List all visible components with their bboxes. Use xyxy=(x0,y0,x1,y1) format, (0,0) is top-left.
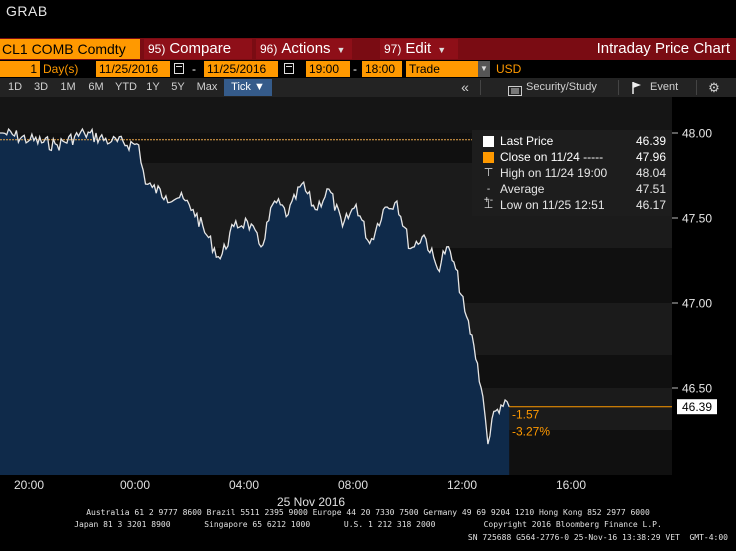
y-tick-label: 47.00 xyxy=(682,297,712,311)
legend-label: Last Price xyxy=(500,134,554,148)
legend-value: 46.39 xyxy=(635,134,666,148)
legend-swatch-orange xyxy=(483,152,494,163)
range-3d-button[interactable]: 3D xyxy=(33,81,49,93)
chart-band xyxy=(0,97,672,133)
range-1y-button[interactable]: 1Y xyxy=(146,81,160,93)
window-titlebar xyxy=(0,0,736,38)
price-line xyxy=(0,127,510,445)
footer-contacts-line1: Australia 61 2 9777 8600 Brazil 5511 239… xyxy=(86,508,650,517)
high-marker-icon: ⊤ xyxy=(483,167,494,179)
time-range-dash: - xyxy=(353,62,357,76)
edit-button[interactable]: 97) Edit ▼ xyxy=(380,39,458,59)
event-button[interactable]: Event xyxy=(650,81,679,93)
compare-number: 95) xyxy=(148,42,166,56)
footer-serial-line: SN 725688 G564-2776-0 25-Nov-16 13:38:29… xyxy=(467,533,728,542)
collapse-icon[interactable]: « xyxy=(461,79,469,95)
flag-icon xyxy=(632,81,642,94)
security-study-button[interactable]: Security/Study xyxy=(526,81,597,93)
range-1d-button[interactable]: 1D xyxy=(7,81,23,93)
edit-dropdown-icon: ▼ xyxy=(437,45,447,55)
range-max-button[interactable]: Max xyxy=(196,81,218,93)
event-type-select[interactable]: Trade xyxy=(406,61,478,77)
start-date-field[interactable]: 11/25/2016 xyxy=(96,61,170,77)
compare-label: Compare xyxy=(169,40,232,57)
toolbar-divider xyxy=(480,80,481,95)
legend-value: 48.04 xyxy=(635,166,666,180)
x-tick-label: 20:00 xyxy=(14,478,45,492)
x-tick-label: 12:00 xyxy=(447,478,478,492)
calendar-icon[interactable] xyxy=(174,63,184,74)
legend-last-price[interactable]: Last Price 46.39 xyxy=(472,134,672,149)
last-price-tag-box xyxy=(677,399,717,415)
price-area xyxy=(0,129,510,475)
x-axis xyxy=(0,475,736,501)
toolbar-divider xyxy=(696,80,697,95)
range-5y-button[interactable]: 5Y xyxy=(171,81,185,93)
footer-contacts-line2: Japan 81 3 3201 8900 Singapore 65 6212 1… xyxy=(74,520,662,529)
legend-label: Close on 11/24 ----- xyxy=(500,150,604,164)
study-icon xyxy=(508,83,522,96)
x-tick-label: 04:00 xyxy=(229,478,260,492)
y-axis-panel xyxy=(672,97,736,475)
legend-high[interactable]: ⊤ High on 11/24 19:00 48.04 xyxy=(472,166,672,181)
x-tick-label: 00:00 xyxy=(120,478,151,492)
x-tick-label: 16:00 xyxy=(556,478,587,492)
app-title: GRAB xyxy=(6,3,48,19)
actions-button[interactable]: 96) Actions ▼ xyxy=(256,39,352,59)
ticker-field[interactable]: CL1 COMB Comdty xyxy=(0,39,140,59)
range-toolbar xyxy=(0,78,736,97)
change-annotation: -1.57 xyxy=(512,408,540,422)
compare-button[interactable]: 95) Compare xyxy=(144,39,252,59)
change-pct-annotation: -3.27% xyxy=(512,425,550,439)
legend-swatch-white xyxy=(483,136,494,147)
legend-value: 46.17 xyxy=(635,198,666,212)
y-tick-label: 47.50 xyxy=(682,212,712,226)
edit-label: Edit xyxy=(405,40,432,57)
actions-dropdown-icon: ▼ xyxy=(336,45,346,55)
gear-icon[interactable]: ⚙ xyxy=(708,80,720,95)
legend-label: High on 11/24 19:00 xyxy=(500,166,608,180)
chart-title: Intraday Price Chart xyxy=(596,40,730,57)
y-axis: 48.00 47.50 47.00 46.50 xyxy=(672,127,712,396)
chart-legend: Last Price 46.39 Close on 11/24 ----- 47… xyxy=(472,130,672,216)
period-value-field[interactable]: 1 xyxy=(0,61,40,77)
average-marker-icon: -+- xyxy=(483,184,494,206)
x-tick-label: 08:00 xyxy=(338,478,369,492)
range-6m-button[interactable]: 6M xyxy=(88,81,104,93)
y-tick-label: 48.00 xyxy=(682,127,712,141)
low-marker-icon: ⊥ xyxy=(483,199,494,211)
legend-value: 47.51 xyxy=(635,182,666,196)
legend-label: Low on 11/25 12:51 xyxy=(500,198,605,212)
legend-close[interactable]: Close on 11/24 ----- 47.96 xyxy=(472,150,672,165)
last-price-tag: 46.39 xyxy=(682,400,712,414)
range-ytd-button[interactable]: YTD xyxy=(115,81,137,93)
legend-label: Average xyxy=(500,182,545,196)
date-range-dash: - xyxy=(192,62,196,76)
toolbar-divider xyxy=(618,80,619,95)
calendar-icon[interactable] xyxy=(284,63,294,74)
actions-number: 96) xyxy=(260,42,278,56)
start-time-field[interactable]: 19:00 xyxy=(306,61,350,77)
legend-average[interactable]: -+- Average 47.51 xyxy=(472,182,672,206)
x-axis-date-label: 25 Nov 2016 xyxy=(277,495,346,509)
tick-select[interactable]: Tick ▼ xyxy=(224,79,272,96)
range-1m-button[interactable]: 1M xyxy=(60,81,76,93)
period-unit-label: Day(s) xyxy=(43,62,79,76)
actions-label: Actions xyxy=(281,40,331,57)
edit-number: 97) xyxy=(384,42,402,56)
end-time-field[interactable]: 18:00 xyxy=(362,61,402,77)
end-date-field[interactable]: 11/25/2016 xyxy=(204,61,278,77)
legend-value: 47.96 xyxy=(635,150,666,164)
legend-low[interactable]: ⊥ Low on 11/25 12:51 46.17 xyxy=(472,198,672,213)
chevron-down-icon[interactable]: ▼ xyxy=(478,61,490,77)
y-tick-label: 46.50 xyxy=(682,382,712,396)
currency-label: USD xyxy=(496,62,522,76)
